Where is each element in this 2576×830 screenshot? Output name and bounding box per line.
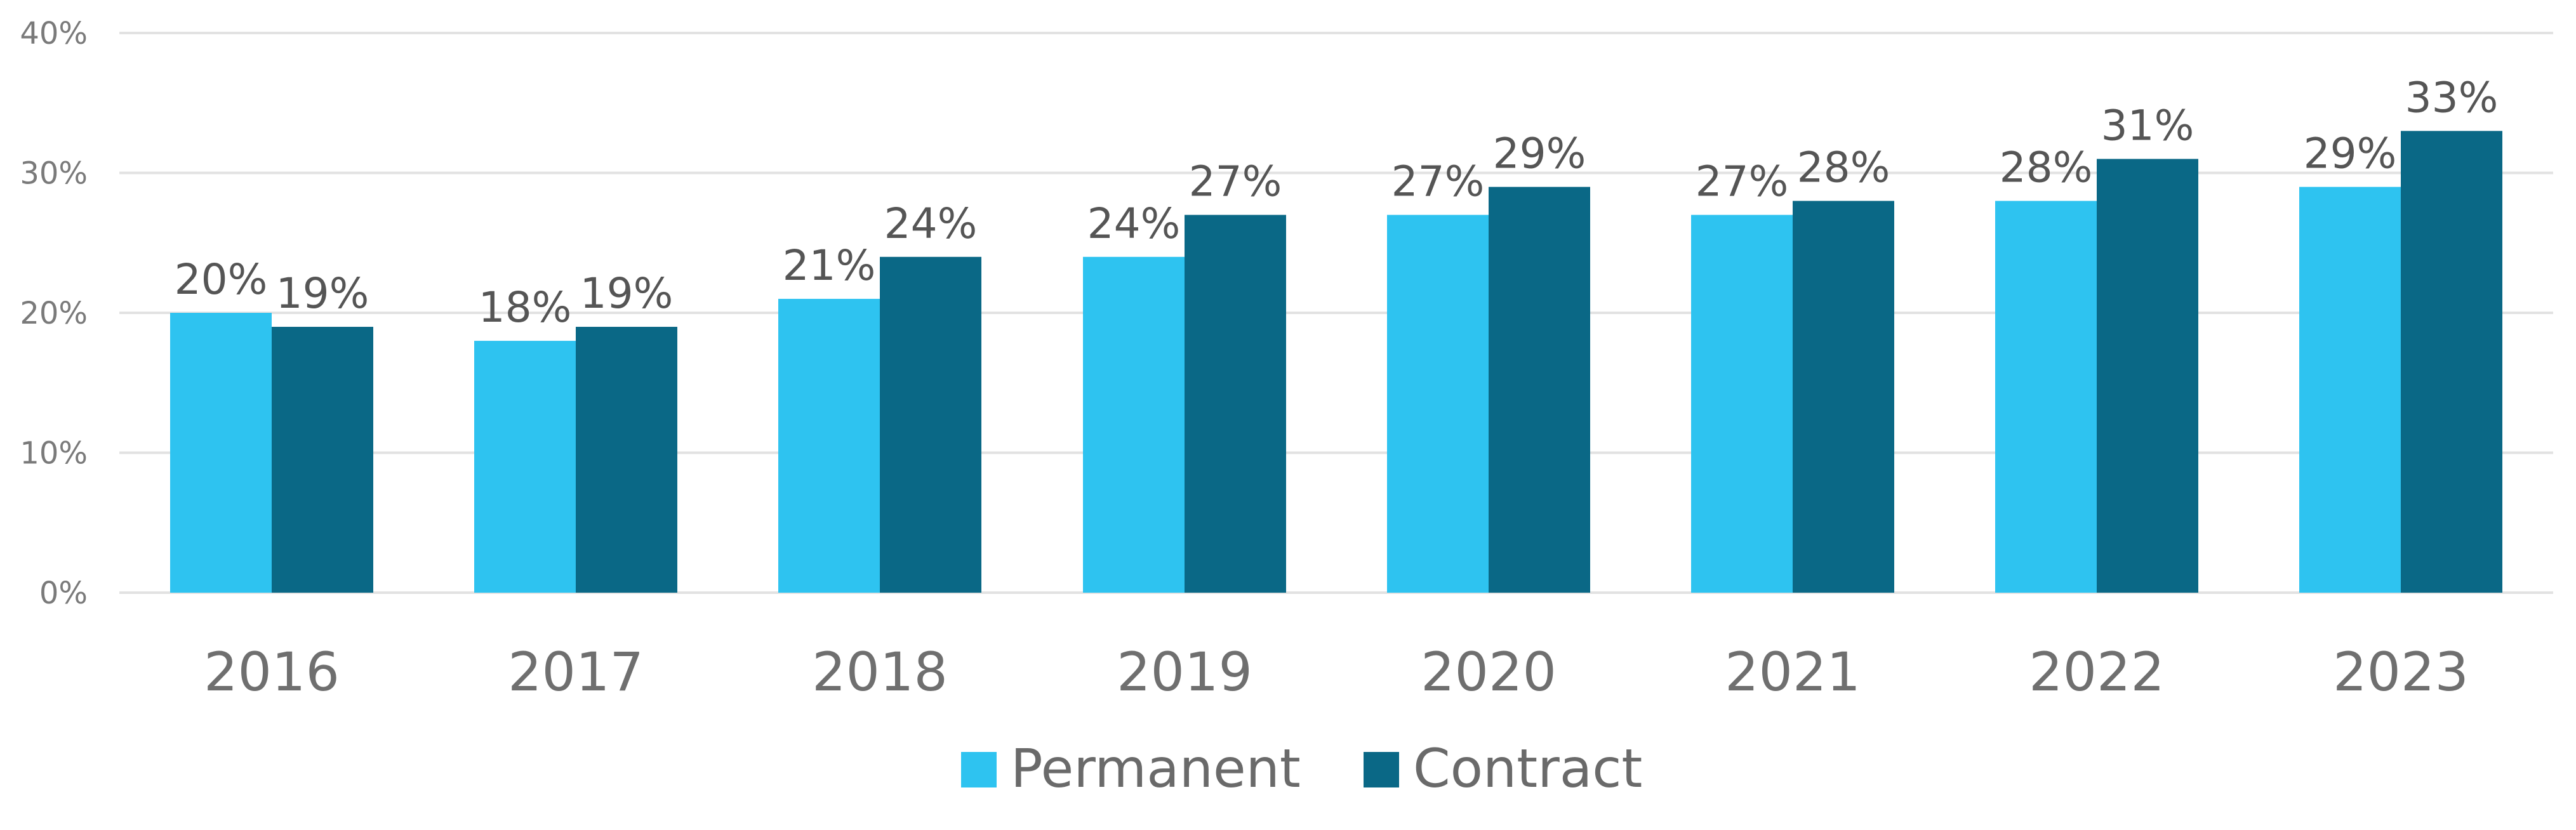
bar-permanent-2019 — [1083, 256, 1185, 593]
y-tick-label: 30% — [20, 156, 88, 192]
bar-contract-2019 — [1185, 214, 1286, 593]
bar-permanent-2020 — [1387, 214, 1489, 593]
bar-contract-2020 — [1489, 187, 1590, 593]
legend-label-permanent: Permanent — [1011, 737, 1301, 800]
x-tick-label: 2018 — [812, 641, 948, 703]
data-label: 19% — [580, 269, 674, 318]
x-tick-label: 2021 — [1725, 641, 1861, 703]
x-tick-label: 2023 — [2333, 641, 2469, 703]
data-label: 28% — [2000, 143, 2093, 192]
x-tick-label: 2019 — [1117, 641, 1252, 703]
bar-permanent-2017 — [474, 341, 576, 593]
bar-permanent-2022 — [1995, 201, 2097, 593]
bar-contract-2021 — [1793, 201, 1894, 593]
bar-permanent-2023 — [2299, 187, 2401, 593]
x-tick-label: 2017 — [508, 641, 644, 703]
data-label: 27% — [1391, 157, 1485, 206]
legend: Permanent Contract — [961, 737, 1642, 800]
data-label: 24% — [884, 199, 978, 248]
data-label: 28% — [1797, 143, 1890, 192]
data-label: 29% — [1493, 129, 1586, 178]
y-tick-label: 40% — [20, 16, 88, 51]
y-tick-label: 20% — [20, 296, 88, 331]
bar-contract-2018 — [880, 256, 981, 593]
legend-swatch-contract — [1364, 752, 1399, 787]
data-label: 24% — [1087, 199, 1181, 248]
y-tick-label: 0% — [39, 576, 88, 611]
x-tick-label: 2016 — [204, 641, 340, 703]
legend-label-contract: Contract — [1413, 737, 1642, 800]
bar-permanent-2018 — [778, 298, 880, 593]
data-labels: 20% 19% 18% 19%21%24% 24%27% 27%29%27% 28% 28%3… — [175, 73, 2499, 332]
data-label: 27% — [1696, 157, 1789, 206]
x-tick-label: 2020 — [1421, 641, 1557, 703]
bar-contract-2016 — [272, 327, 373, 593]
data-label: 19% — [276, 269, 369, 318]
bar-contract-2023 — [2401, 131, 2502, 593]
data-label: 29% — [2304, 129, 2397, 178]
x-axis: 2016 2017 2018 2019 2020 2021 2022 2023 — [204, 641, 2469, 703]
data-label: 33% — [2405, 73, 2499, 122]
data-label: 18% — [479, 283, 572, 332]
bar-contract-2022 — [2097, 159, 2198, 593]
x-tick-label: 2022 — [2029, 641, 2165, 703]
data-label: 20% — [175, 255, 268, 304]
bars — [170, 131, 2502, 593]
data-label: 21% — [783, 241, 876, 290]
bar-permanent-2021 — [1691, 214, 1793, 593]
bar-permanent-2016 — [170, 313, 272, 593]
data-label: 31% — [2101, 101, 2194, 150]
y-axis: 0% 10% 20% 30% 40% — [20, 16, 88, 611]
legend-swatch-permanent — [961, 752, 997, 787]
y-tick-label: 10% — [20, 436, 88, 471]
data-label: 27% — [1189, 157, 1282, 206]
bar-contract-2017 — [576, 327, 677, 593]
